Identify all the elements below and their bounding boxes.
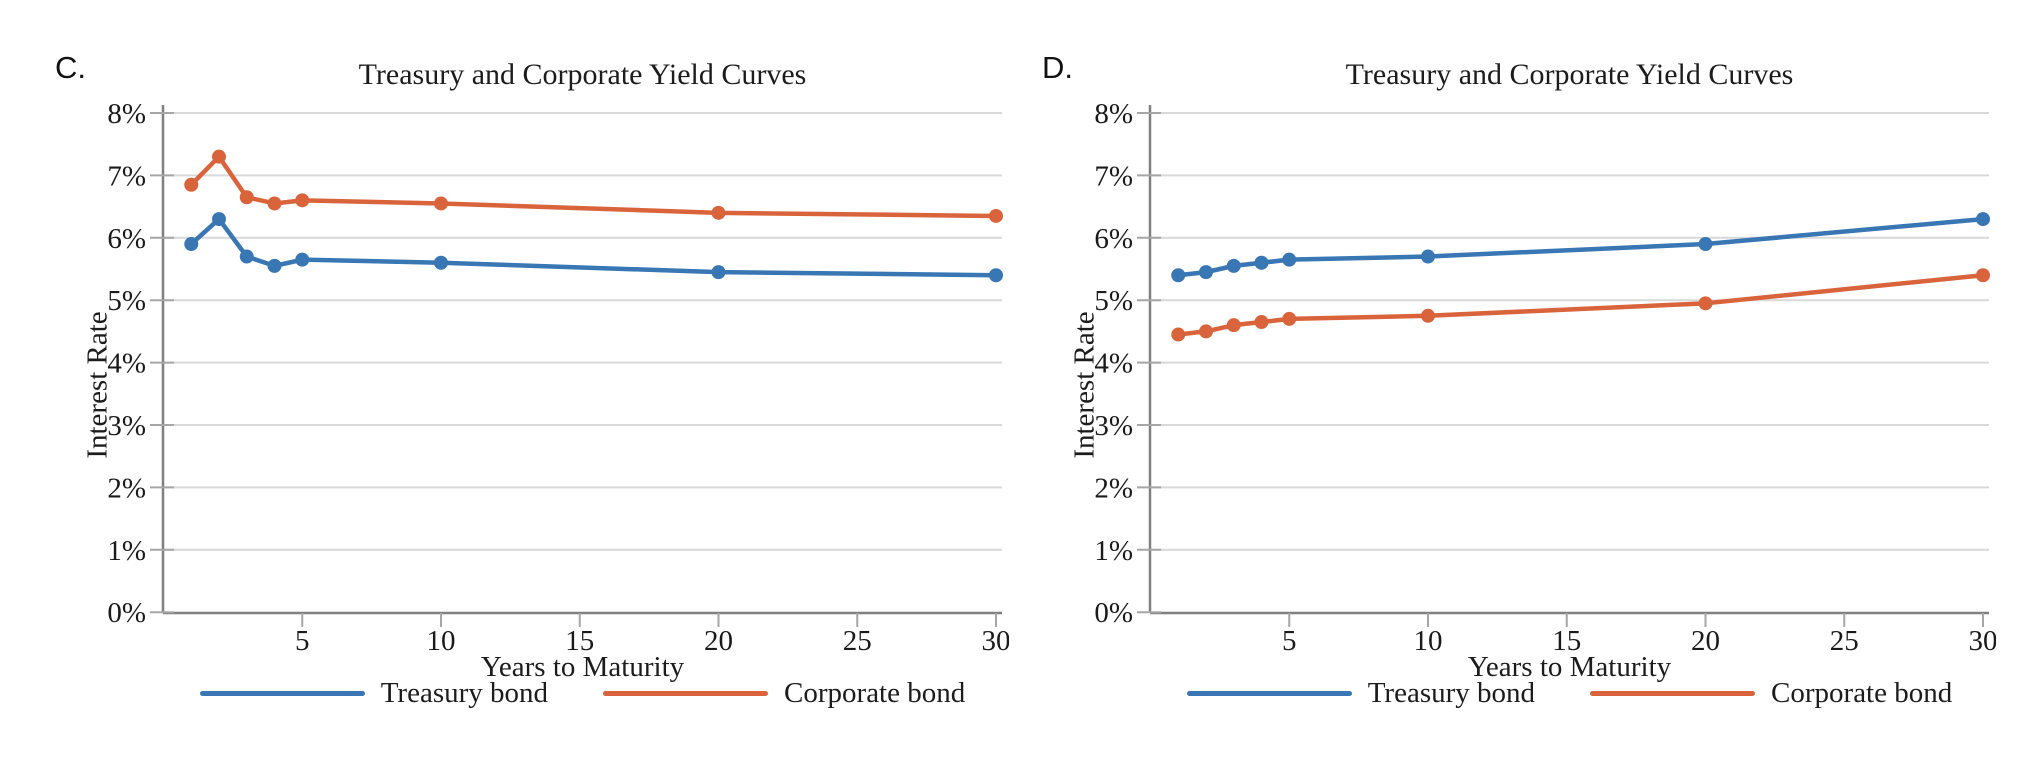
svg-text:0%: 0% <box>107 597 146 629</box>
legend-label-corporate: Corporate bond <box>1771 676 1953 709</box>
svg-text:30: 30 <box>982 625 1010 657</box>
svg-text:20: 20 <box>1691 625 1720 657</box>
legend-item-corporate: Corporate bond <box>603 677 965 710</box>
svg-text:7%: 7% <box>107 160 146 192</box>
panel-label-c: C. <box>55 50 86 85</box>
yield-curve-chart-d: 0% 1% 2% 3% 4% 5% 6% 7% 8% 5 10 15 20 25 30 <box>1094 98 1997 657</box>
svg-text:25: 25 <box>1830 625 1859 657</box>
corporate-line-swatch <box>1590 690 1756 696</box>
svg-text:1%: 1% <box>107 535 146 567</box>
chart-title: Treasury and Corporate Yield Curves <box>1345 58 1794 91</box>
chart-panel-d: D. Treasury and Corporate Yield Curves I… <box>987 0 1996 758</box>
legend-label-corporate: Corporate bond <box>784 676 966 709</box>
svg-text:20: 20 <box>704 625 733 657</box>
corporate-line-swatch <box>603 690 769 696</box>
svg-text:10: 10 <box>1414 625 1443 657</box>
svg-text:25: 25 <box>843 625 872 657</box>
svg-text:3%: 3% <box>107 410 146 442</box>
svg-text:6%: 6% <box>107 223 146 255</box>
svg-text:5%: 5% <box>1094 285 1133 317</box>
svg-text:3%: 3% <box>1094 410 1133 442</box>
chart-legend: Treasury bond Corporate bond <box>1150 672 1989 714</box>
svg-text:8%: 8% <box>107 98 146 130</box>
svg-text:5: 5 <box>1282 625 1297 657</box>
chart-title: Treasury and Corporate Yield Curves <box>358 58 807 91</box>
svg-text:7%: 7% <box>1094 160 1133 192</box>
legend-item-treasury: Treasury bond <box>199 676 549 710</box>
legend-label-treasury: Treasury bond <box>380 676 549 709</box>
svg-text:15: 15 <box>565 625 594 657</box>
treasury-line-swatch <box>199 690 365 696</box>
x-axis-label: Years to Maturity <box>480 651 685 683</box>
legend-item-treasury: Treasury bond <box>1186 676 1536 710</box>
svg-text:8%: 8% <box>1094 98 1133 130</box>
chart-panel-c: C. Treasury and Corporate Yield Curves I… <box>55 50 1010 714</box>
legend-label-treasury: Treasury bond <box>1367 676 1536 709</box>
svg-text:2%: 2% <box>1094 472 1133 504</box>
svg-text:0%: 0% <box>1094 597 1133 629</box>
svg-text:4%: 4% <box>107 348 146 380</box>
svg-text:1%: 1% <box>1094 535 1133 567</box>
legend-item-corporate: Corporate bond <box>1590 677 1952 710</box>
chart-legend: Treasury bond Corporate bond <box>163 672 1002 714</box>
svg-text:6%: 6% <box>1094 223 1133 255</box>
x-axis-label: Years to Maturity <box>1467 651 1672 683</box>
svg-text:15: 15 <box>1552 625 1581 657</box>
svg-text:5%: 5% <box>107 285 146 317</box>
svg-text:30: 30 <box>1969 625 1997 657</box>
panel-label-d: D. <box>1042 50 1073 85</box>
svg-text:5: 5 <box>295 625 310 657</box>
treasury-line-swatch <box>1186 690 1352 696</box>
svg-text:2%: 2% <box>107 472 146 504</box>
yield-curve-chart-c: 0% 1% 2% 3% 4% 5% 6% 7% 8% 5 10 15 20 25 30 <box>107 98 1010 657</box>
svg-text:4%: 4% <box>1094 348 1133 380</box>
svg-text:10: 10 <box>427 625 456 657</box>
